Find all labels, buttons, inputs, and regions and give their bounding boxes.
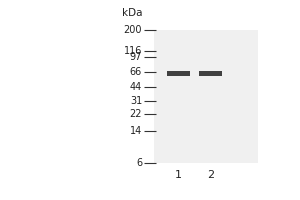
Text: 14: 14 bbox=[130, 126, 142, 136]
Text: 97: 97 bbox=[130, 52, 142, 62]
Text: 66: 66 bbox=[130, 67, 142, 77]
Text: 31: 31 bbox=[130, 96, 142, 106]
Text: 200: 200 bbox=[124, 25, 142, 35]
Text: 2: 2 bbox=[207, 170, 214, 180]
Text: 6: 6 bbox=[136, 158, 142, 168]
Bar bbox=[199, 71, 222, 76]
Bar bbox=[154, 30, 258, 163]
Text: 116: 116 bbox=[124, 46, 142, 56]
Text: kDa: kDa bbox=[122, 8, 142, 18]
Text: 22: 22 bbox=[130, 109, 142, 119]
Text: 44: 44 bbox=[130, 82, 142, 92]
Bar bbox=[167, 71, 190, 76]
Text: 1: 1 bbox=[175, 170, 182, 180]
